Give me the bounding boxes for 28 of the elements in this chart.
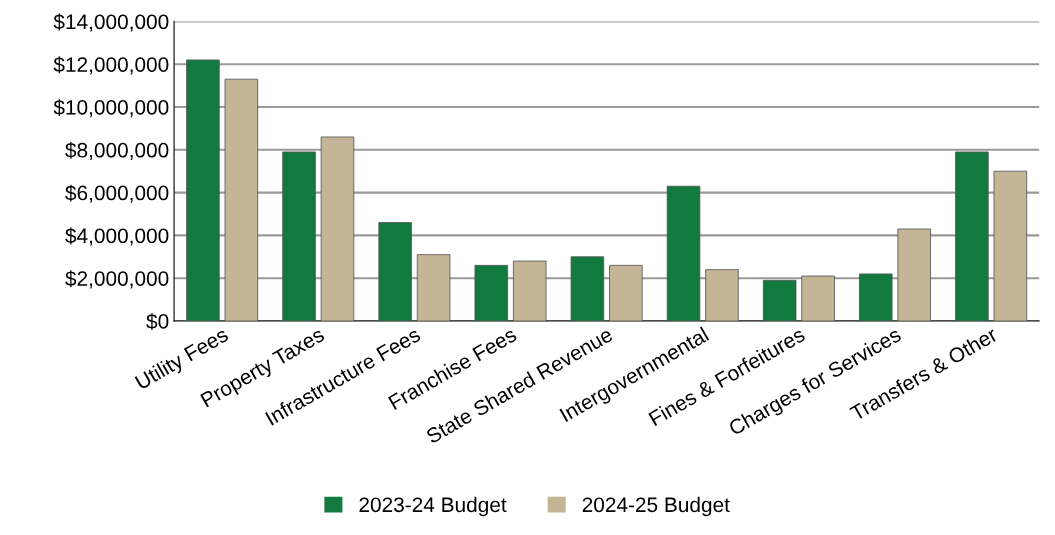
bar — [570, 256, 605, 321]
bar — [416, 254, 451, 321]
bar — [474, 264, 509, 321]
y-tick-label: $6,000,000 — [65, 184, 169, 203]
legend-label: 2023-24 Budget — [359, 496, 507, 517]
bar — [859, 273, 893, 321]
bar — [186, 59, 220, 321]
bar — [993, 170, 1028, 321]
bar — [320, 136, 355, 321]
bar — [666, 185, 701, 321]
bar — [705, 269, 739, 321]
y-tick-label: $2,000,000 — [65, 270, 169, 289]
bar — [609, 264, 643, 321]
bar — [512, 260, 547, 321]
bar — [801, 275, 835, 321]
legend-label: 2024-25 Budget — [582, 496, 730, 517]
bar — [897, 228, 931, 321]
y-tick-label: $12,000,000 — [53, 56, 169, 75]
y-tick-label: $14,000,000 — [53, 13, 169, 32]
bar — [282, 151, 316, 321]
y-tick-label: $4,000,000 — [65, 227, 169, 246]
bar — [378, 222, 412, 321]
bar — [224, 78, 259, 321]
bar — [762, 279, 797, 321]
y-tick-label: $10,000,000 — [53, 99, 169, 118]
y-tick-label: $8,000,000 — [65, 141, 169, 161]
y-tick-label: $0 — [146, 313, 169, 330]
bar — [955, 151, 989, 321]
